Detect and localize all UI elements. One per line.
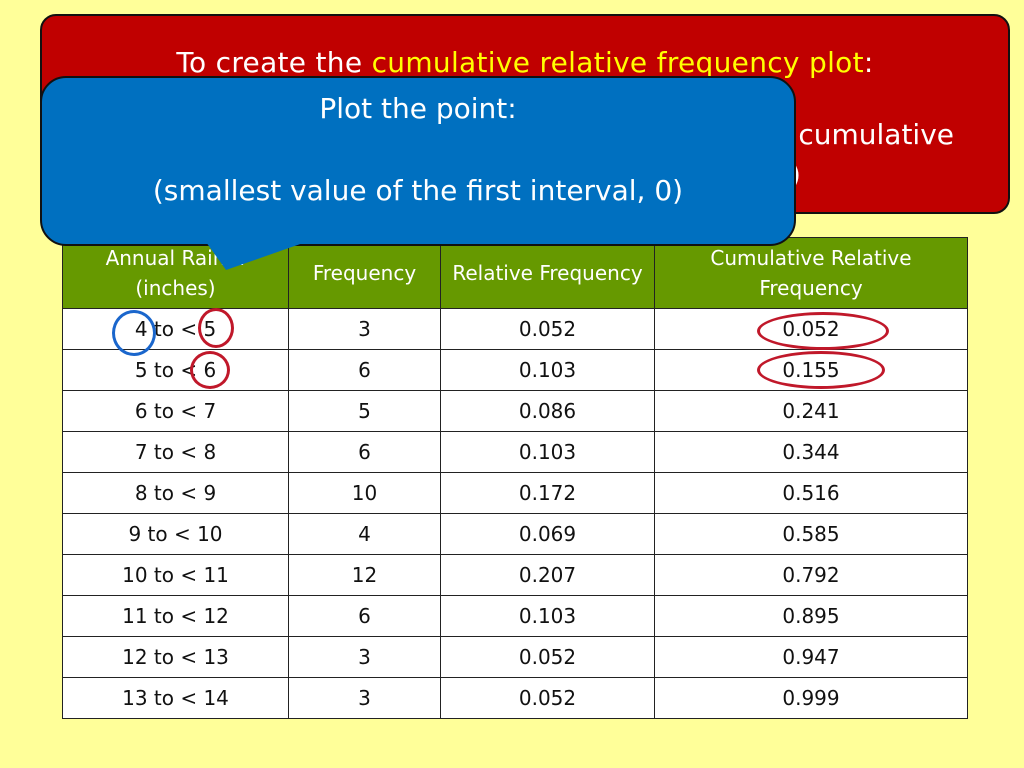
- cell-interval: 7 to < 8: [62, 431, 289, 473]
- cell-frequency: 3: [288, 636, 441, 678]
- cell-relative-frequency: 0.103: [440, 595, 655, 637]
- cell-cumulative-relative-frequency: 0.516: [654, 472, 968, 514]
- cell-cumulative-relative-frequency: 0.344: [654, 431, 968, 473]
- header-relative-frequency: Relative Frequency: [440, 237, 655, 309]
- cell-cumulative-relative-frequency: 0.052: [654, 308, 968, 350]
- callout-line-1: Plot the point:: [319, 92, 517, 125]
- table-row: 4 to < 5 3 0.052 0.052: [62, 308, 968, 350]
- cell-relative-frequency: 0.207: [440, 554, 655, 596]
- cell-frequency: 3: [288, 677, 441, 719]
- cell-interval: 9 to < 10: [62, 513, 289, 555]
- cell-interval: 6 to < 7: [62, 390, 289, 432]
- table-row: 8 to < 9 10 0.172 0.516: [62, 472, 968, 514]
- cell-relative-frequency: 0.052: [440, 308, 655, 350]
- table-header-row: Annual Rain… (inches) Frequency Relative…: [62, 237, 968, 309]
- table-row: 9 to < 10 4 0.069 0.585: [62, 513, 968, 555]
- callout-bubble: Plot the point: (smallest value of the f…: [40, 76, 796, 246]
- cell-interval: 8 to < 9: [62, 472, 289, 514]
- cell-cumulative-relative-frequency: 0.585: [654, 513, 968, 555]
- cell-frequency: 6: [288, 595, 441, 637]
- instruction-partial-line-2: cumulative: [798, 118, 954, 151]
- table-row: 12 to < 13 3 0.052 0.947: [62, 636, 968, 678]
- cell-frequency: 12: [288, 554, 441, 596]
- cell-frequency: 3: [288, 308, 441, 350]
- cell-relative-frequency: 0.086: [440, 390, 655, 432]
- cell-frequency: 5: [288, 390, 441, 432]
- cell-interval: 13 to < 14: [62, 677, 289, 719]
- header-cumulative-relative-frequency: Cumulative Relative Frequency: [654, 237, 968, 309]
- instruction-title: To create the cumulative relative freque…: [42, 46, 1008, 79]
- cell-interval: 10 to < 11: [62, 554, 289, 596]
- cell-interval: 5 to < 6: [62, 349, 289, 391]
- cell-cumulative-relative-frequency: 0.947: [654, 636, 968, 678]
- cell-relative-frequency: 0.069: [440, 513, 655, 555]
- table-row: 13 to < 14 3 0.052 0.999: [62, 677, 968, 719]
- cell-cumulative-relative-frequency: 0.241: [654, 390, 968, 432]
- instruction-title-highlight: cumulative relative frequency plot: [371, 46, 864, 79]
- header-frequency: Frequency: [288, 237, 441, 309]
- table-row: 11 to < 12 6 0.103 0.895: [62, 595, 968, 637]
- cell-interval: 11 to < 12: [62, 595, 289, 637]
- table-body: 4 to < 5 3 0.052 0.052 5 to < 6 6 0.103 0.155 6 …: [62, 308, 968, 719]
- cell-relative-frequency: 0.172: [440, 472, 655, 514]
- table-row: 7 to < 8 6 0.103 0.344: [62, 431, 968, 473]
- cell-interval: 12 to < 13: [62, 636, 289, 678]
- table-row: 10 to < 11 12 0.207 0.792: [62, 554, 968, 596]
- cell-cumulative-relative-frequency: 0.792: [654, 554, 968, 596]
- cell-cumulative-relative-frequency: 0.895: [654, 595, 968, 637]
- cell-frequency: 6: [288, 431, 441, 473]
- cell-frequency: 6: [288, 349, 441, 391]
- cell-relative-frequency: 0.103: [440, 431, 655, 473]
- cell-frequency: 4: [288, 513, 441, 555]
- callout-tail: [206, 242, 306, 270]
- cell-cumulative-relative-frequency: 0.155: [654, 349, 968, 391]
- cell-relative-frequency: 0.052: [440, 677, 655, 719]
- callout-line-2: (smallest value of the first interval, 0…: [152, 174, 684, 207]
- instruction-title-prefix: To create the: [176, 46, 372, 79]
- cell-relative-frequency: 0.103: [440, 349, 655, 391]
- cell-cumulative-relative-frequency: 0.999: [654, 677, 968, 719]
- cell-frequency: 10: [288, 472, 441, 514]
- instruction-title-suffix: :: [863, 46, 874, 79]
- table-row: 5 to < 6 6 0.103 0.155: [62, 349, 968, 391]
- frequency-table: Annual Rain… (inches) Frequency Relative…: [62, 237, 968, 719]
- table-row: 6 to < 7 5 0.086 0.241: [62, 390, 968, 432]
- frequency-table-container: Annual Rain… (inches) Frequency Relative…: [62, 237, 968, 719]
- cell-relative-frequency: 0.052: [440, 636, 655, 678]
- cell-interval: 4 to < 5: [62, 308, 289, 350]
